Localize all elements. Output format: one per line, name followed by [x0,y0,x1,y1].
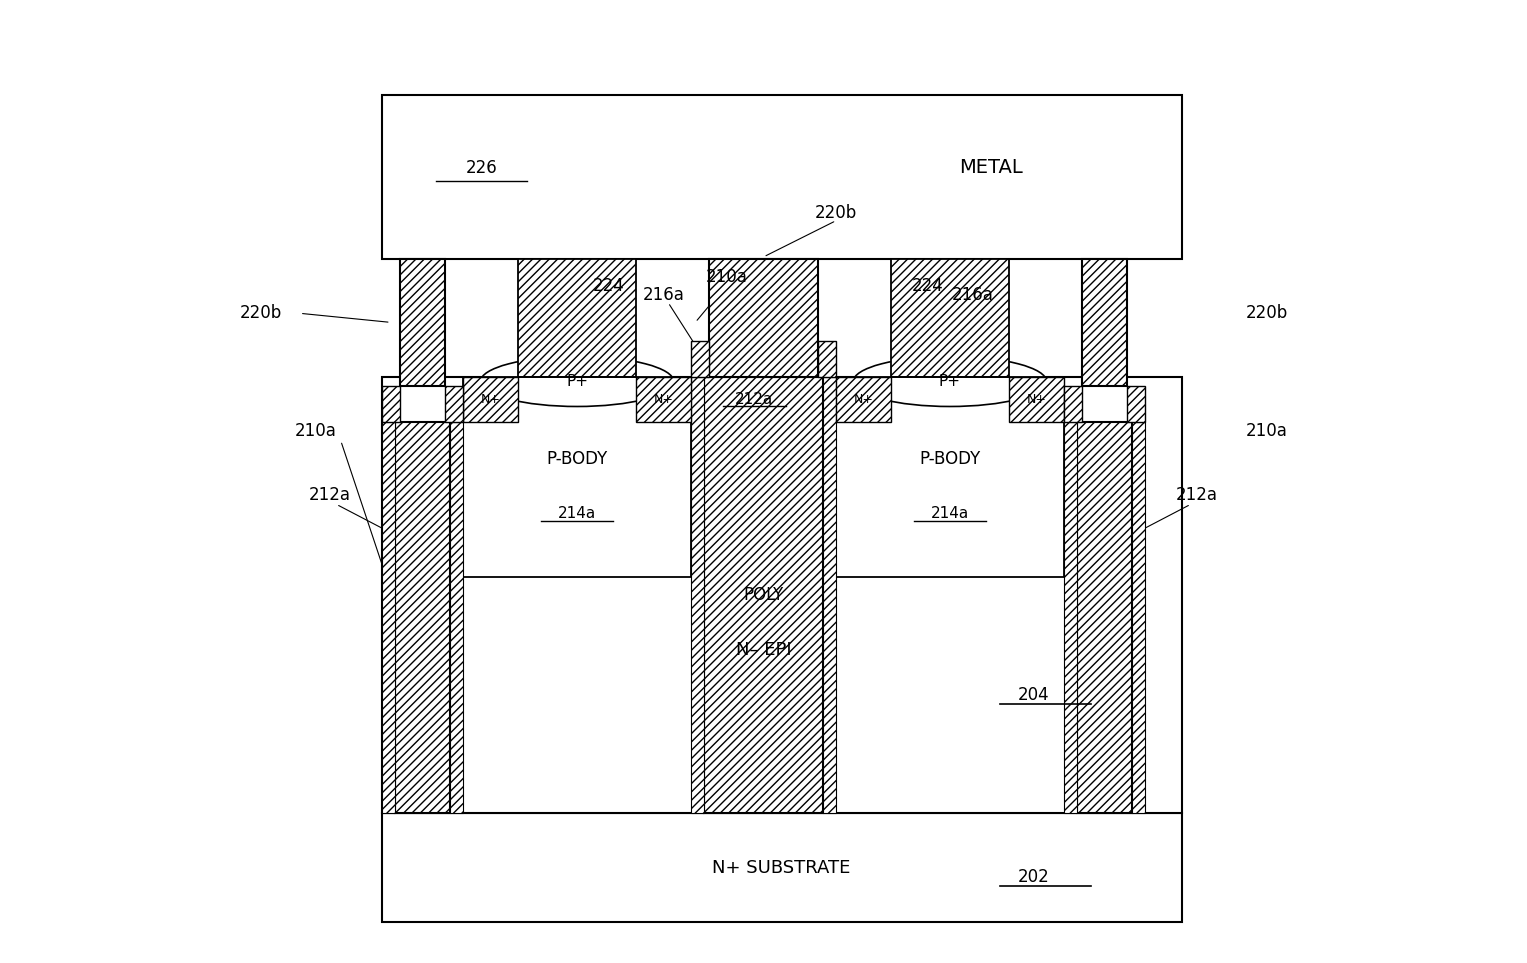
Text: 202: 202 [1019,868,1051,886]
Text: 214a: 214a [931,506,970,521]
Text: 204: 204 [1019,687,1049,704]
Bar [1063,386,1081,423]
Bar [1132,423,1145,814]
Bar [690,377,704,814]
Text: 220b: 220b [240,304,281,323]
Bar [395,423,450,814]
Text: P-BODY: P-BODY [919,450,980,468]
Text: N+: N+ [854,393,873,406]
Text: 220b: 220b [1246,304,1287,323]
Bar [382,386,400,423]
Bar [704,377,823,814]
Bar [382,95,1182,259]
Bar [400,259,446,386]
Bar [382,377,1182,814]
Text: 212a: 212a [308,486,351,505]
Bar [637,377,690,423]
Bar [837,377,1063,577]
Bar [382,814,1182,923]
Text: N+: N+ [1026,393,1046,406]
Text: 224: 224 [912,277,944,295]
Text: N+ SUBSTRATE: N+ SUBSTRATE [713,859,851,877]
Bar [446,386,464,423]
Text: 226: 226 [466,159,498,177]
Text: 212a: 212a [736,392,774,407]
Text: 210a: 210a [295,423,336,440]
Text: P+: P+ [939,374,960,389]
Ellipse shape [854,356,1046,406]
Bar [818,341,837,377]
Text: 224: 224 [592,277,625,295]
Bar [690,341,709,377]
Bar [837,377,890,423]
Text: 220b: 220b [815,204,857,222]
Bar [890,259,1009,377]
Ellipse shape [481,356,673,406]
Bar [1081,259,1127,386]
Text: N+: N+ [481,393,501,406]
Text: P-BODY: P-BODY [547,450,608,468]
Bar [823,377,837,814]
Bar [1009,377,1063,423]
Bar [518,259,637,377]
Text: 216a: 216a [951,286,994,304]
Text: 210a: 210a [705,268,748,286]
Text: 216a: 216a [643,286,684,304]
Bar [464,377,690,577]
Bar [1077,423,1132,814]
Text: N– EPI: N– EPI [736,640,791,659]
Text: POLY: POLY [744,586,783,604]
Bar [464,377,518,423]
Bar [382,423,395,814]
Bar [450,423,464,814]
Text: 212a: 212a [1176,486,1219,505]
Bar [709,259,818,377]
Text: 210a: 210a [1246,423,1287,440]
Text: N+: N+ [654,393,673,406]
Text: 214a: 214a [557,506,596,521]
Bar [1127,386,1145,423]
Text: P+: P+ [567,374,588,389]
Bar [1063,423,1077,814]
Text: METAL: METAL [959,158,1023,177]
